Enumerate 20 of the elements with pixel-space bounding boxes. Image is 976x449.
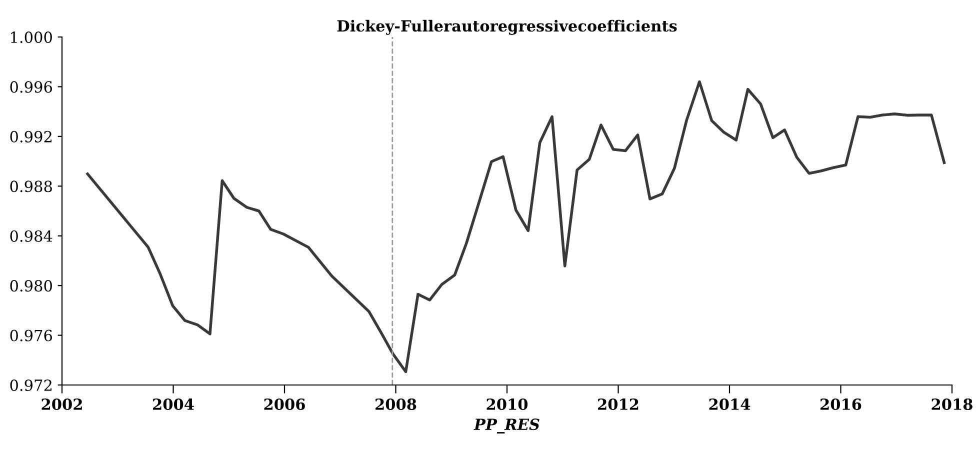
y-tick-label: 0.996 [10, 81, 52, 93]
x-tick-label: 2018 [932, 398, 972, 410]
y-tick-label: 0.972 [10, 379, 52, 392]
x-tick-label: 2006 [264, 398, 305, 410]
x-tick-label: 2012 [598, 398, 638, 410]
x-tick-label: 2010 [486, 398, 528, 410]
line-series [86, 80, 946, 374]
y-tick-label: 0.976 [10, 330, 52, 342]
x-tick-label: 2002 [42, 398, 82, 410]
y-tick-label: 0.980 [10, 280, 52, 292]
x-tick-label: 2004 [153, 398, 194, 410]
x-tick-label: 2016 [820, 398, 862, 410]
y-tick-label: 0.992 [10, 130, 52, 142]
y-tick-label: 0.988 [10, 180, 52, 192]
x-axis-title: PP_RES [474, 418, 540, 434]
chart-title: Dickey-Fullerautoregressivecoefficients [337, 20, 677, 35]
y-tick-label: 0.984 [10, 230, 52, 242]
y-tick-label: 1.000 [11, 31, 52, 44]
x-tick-label: 2008 [376, 398, 416, 410]
x-tick-label: 2014 [709, 398, 750, 410]
